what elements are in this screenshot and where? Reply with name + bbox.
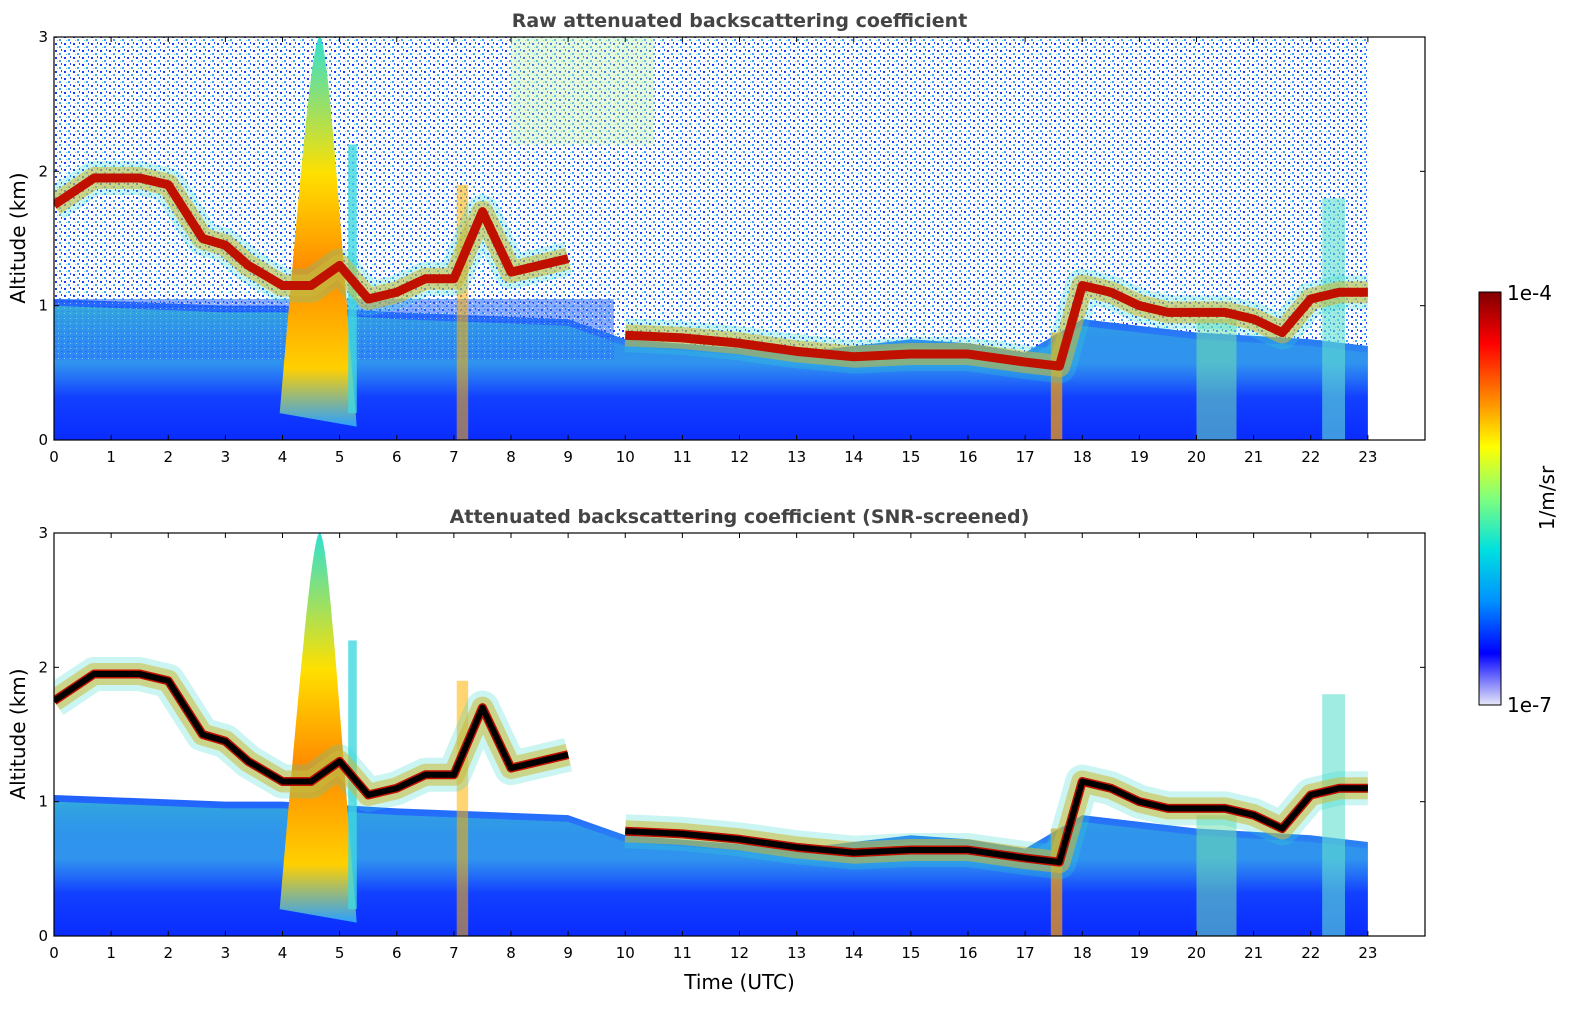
panel-title: Attenuated backscattering coefficient (S… xyxy=(450,506,1030,528)
fall-streak xyxy=(1050,332,1063,440)
y-tick-label: 3 xyxy=(38,28,48,46)
x-tick-label: 18 xyxy=(1073,448,1092,466)
fall-streak xyxy=(1050,828,1063,936)
x-tick-label: 6 xyxy=(392,448,402,466)
x-tick-label: 20 xyxy=(1187,448,1206,466)
y-tick-label: 1 xyxy=(38,793,48,811)
y-tick-label: 0 xyxy=(38,431,48,449)
x-tick-label: 2 xyxy=(163,448,173,466)
y-tick-label: 1 xyxy=(38,297,48,315)
x-tick-label: 13 xyxy=(787,944,806,962)
y-tick-label: 0 xyxy=(38,927,48,945)
x-tick-label: 1 xyxy=(106,448,116,466)
x-tick-label: 6 xyxy=(392,944,402,962)
x-tick-label: 16 xyxy=(958,944,977,962)
x-tick-label: 17 xyxy=(1016,944,1035,962)
x-tick-label: 0 xyxy=(49,448,59,466)
panel-title: Raw attenuated backscattering coefficien… xyxy=(512,10,968,32)
x-tick-label: 4 xyxy=(278,448,288,466)
x-axis-ticks: 0 1 2 3 4 5 6 7 8 9 10 11 12 13 14 15 16 17 18 19 20 21 22 23 xyxy=(49,533,1377,962)
y-axis-ticks: 0 1 2 3 xyxy=(38,28,1425,449)
raw-backscatter-panel: Raw attenuated backscattering coefficien… xyxy=(6,10,1426,466)
convective-plume xyxy=(279,533,357,923)
colorbar-max-label: 1e-4 xyxy=(1507,281,1552,305)
y-axis-ticks: 0 1 2 3 xyxy=(38,524,1425,945)
x-tick-label: 7 xyxy=(449,944,459,962)
x-tick-label: 5 xyxy=(335,944,345,962)
x-tick-label: 3 xyxy=(221,448,231,466)
snr-screened-panel: Attenuated backscattering coefficient (S… xyxy=(6,506,1426,994)
x-tick-label: 16 xyxy=(958,448,977,466)
colorbar: 1e-4 1e-7 1/m/sr xyxy=(1478,281,1559,717)
noise-bright-patch xyxy=(511,37,654,145)
y-tick-label: 2 xyxy=(38,658,48,676)
x-tick-label: 14 xyxy=(844,448,863,466)
x-tick-label: 11 xyxy=(673,944,692,962)
colorbar-unit-label: 1/m/sr xyxy=(1535,465,1559,530)
x-tick-label: 5 xyxy=(335,448,345,466)
x-tick-label: 4 xyxy=(278,944,288,962)
x-tick-label: 12 xyxy=(730,448,749,466)
fall-streak xyxy=(1322,694,1346,936)
x-tick-label: 8 xyxy=(506,448,516,466)
y-tick-label: 3 xyxy=(38,524,48,542)
x-tick-label: 0 xyxy=(49,944,59,962)
x-tick-label: 21 xyxy=(1244,448,1263,466)
x-axis-ticks: 0 1 2 3 4 5 6 7 8 9 10 11 12 13 14 15 16 17 18 19 20 21 22 23 xyxy=(49,37,1377,466)
cloud-core xyxy=(54,173,570,304)
x-tick-label: 20 xyxy=(1187,944,1206,962)
colorbar-min-label: 1e-7 xyxy=(1507,693,1552,717)
x-tick-label: 3 xyxy=(221,944,231,962)
x-tick-label: 7 xyxy=(449,448,459,466)
x-tick-label: 23 xyxy=(1358,448,1377,466)
x-tick-label: 22 xyxy=(1301,448,1320,466)
x-tick-label: 18 xyxy=(1073,944,1092,962)
x-tick-label: 1 xyxy=(106,944,116,962)
x-tick-label: 13 xyxy=(787,448,806,466)
fall-streak xyxy=(1322,198,1346,440)
x-tick-label: 10 xyxy=(616,944,635,962)
y-axis-label: Altitude (km) xyxy=(6,172,30,303)
x-tick-label: 2 xyxy=(163,944,173,962)
x-tick-label: 8 xyxy=(506,944,516,962)
cloud-saturated xyxy=(625,778,1368,866)
x-tick-label: 19 xyxy=(1130,944,1149,962)
x-tick-label: 12 xyxy=(730,944,749,962)
heatmap-layer xyxy=(54,533,1368,936)
x-tick-label: 17 xyxy=(1016,448,1035,466)
x-tick-label: 15 xyxy=(901,448,920,466)
fall-streak xyxy=(456,184,469,440)
colorbar-gradient xyxy=(1478,291,1502,706)
x-tick-label: 23 xyxy=(1358,944,1377,962)
cloud-saturated xyxy=(54,671,569,798)
fall-streak xyxy=(1196,815,1237,936)
x-tick-label: 11 xyxy=(673,448,692,466)
cloud-core xyxy=(625,281,1368,371)
fall-streak xyxy=(1196,319,1237,440)
y-tick-label: 2 xyxy=(38,162,48,180)
x-tick-label: 21 xyxy=(1244,944,1263,962)
x-tick-label: 15 xyxy=(901,944,920,962)
y-axis-label: Altitude (km) xyxy=(6,668,30,799)
x-tick-label: 9 xyxy=(563,944,573,962)
x-tick-label: 22 xyxy=(1301,944,1320,962)
fall-streak xyxy=(456,680,469,936)
x-tick-label: 9 xyxy=(563,448,573,466)
convective-plume xyxy=(279,37,357,427)
heatmap-layer xyxy=(54,37,1368,440)
x-tick-label: 10 xyxy=(616,448,635,466)
x-tick-label: 14 xyxy=(844,944,863,962)
x-tick-label: 19 xyxy=(1130,448,1149,466)
x-axis-label: Time (UTC) xyxy=(683,970,795,994)
